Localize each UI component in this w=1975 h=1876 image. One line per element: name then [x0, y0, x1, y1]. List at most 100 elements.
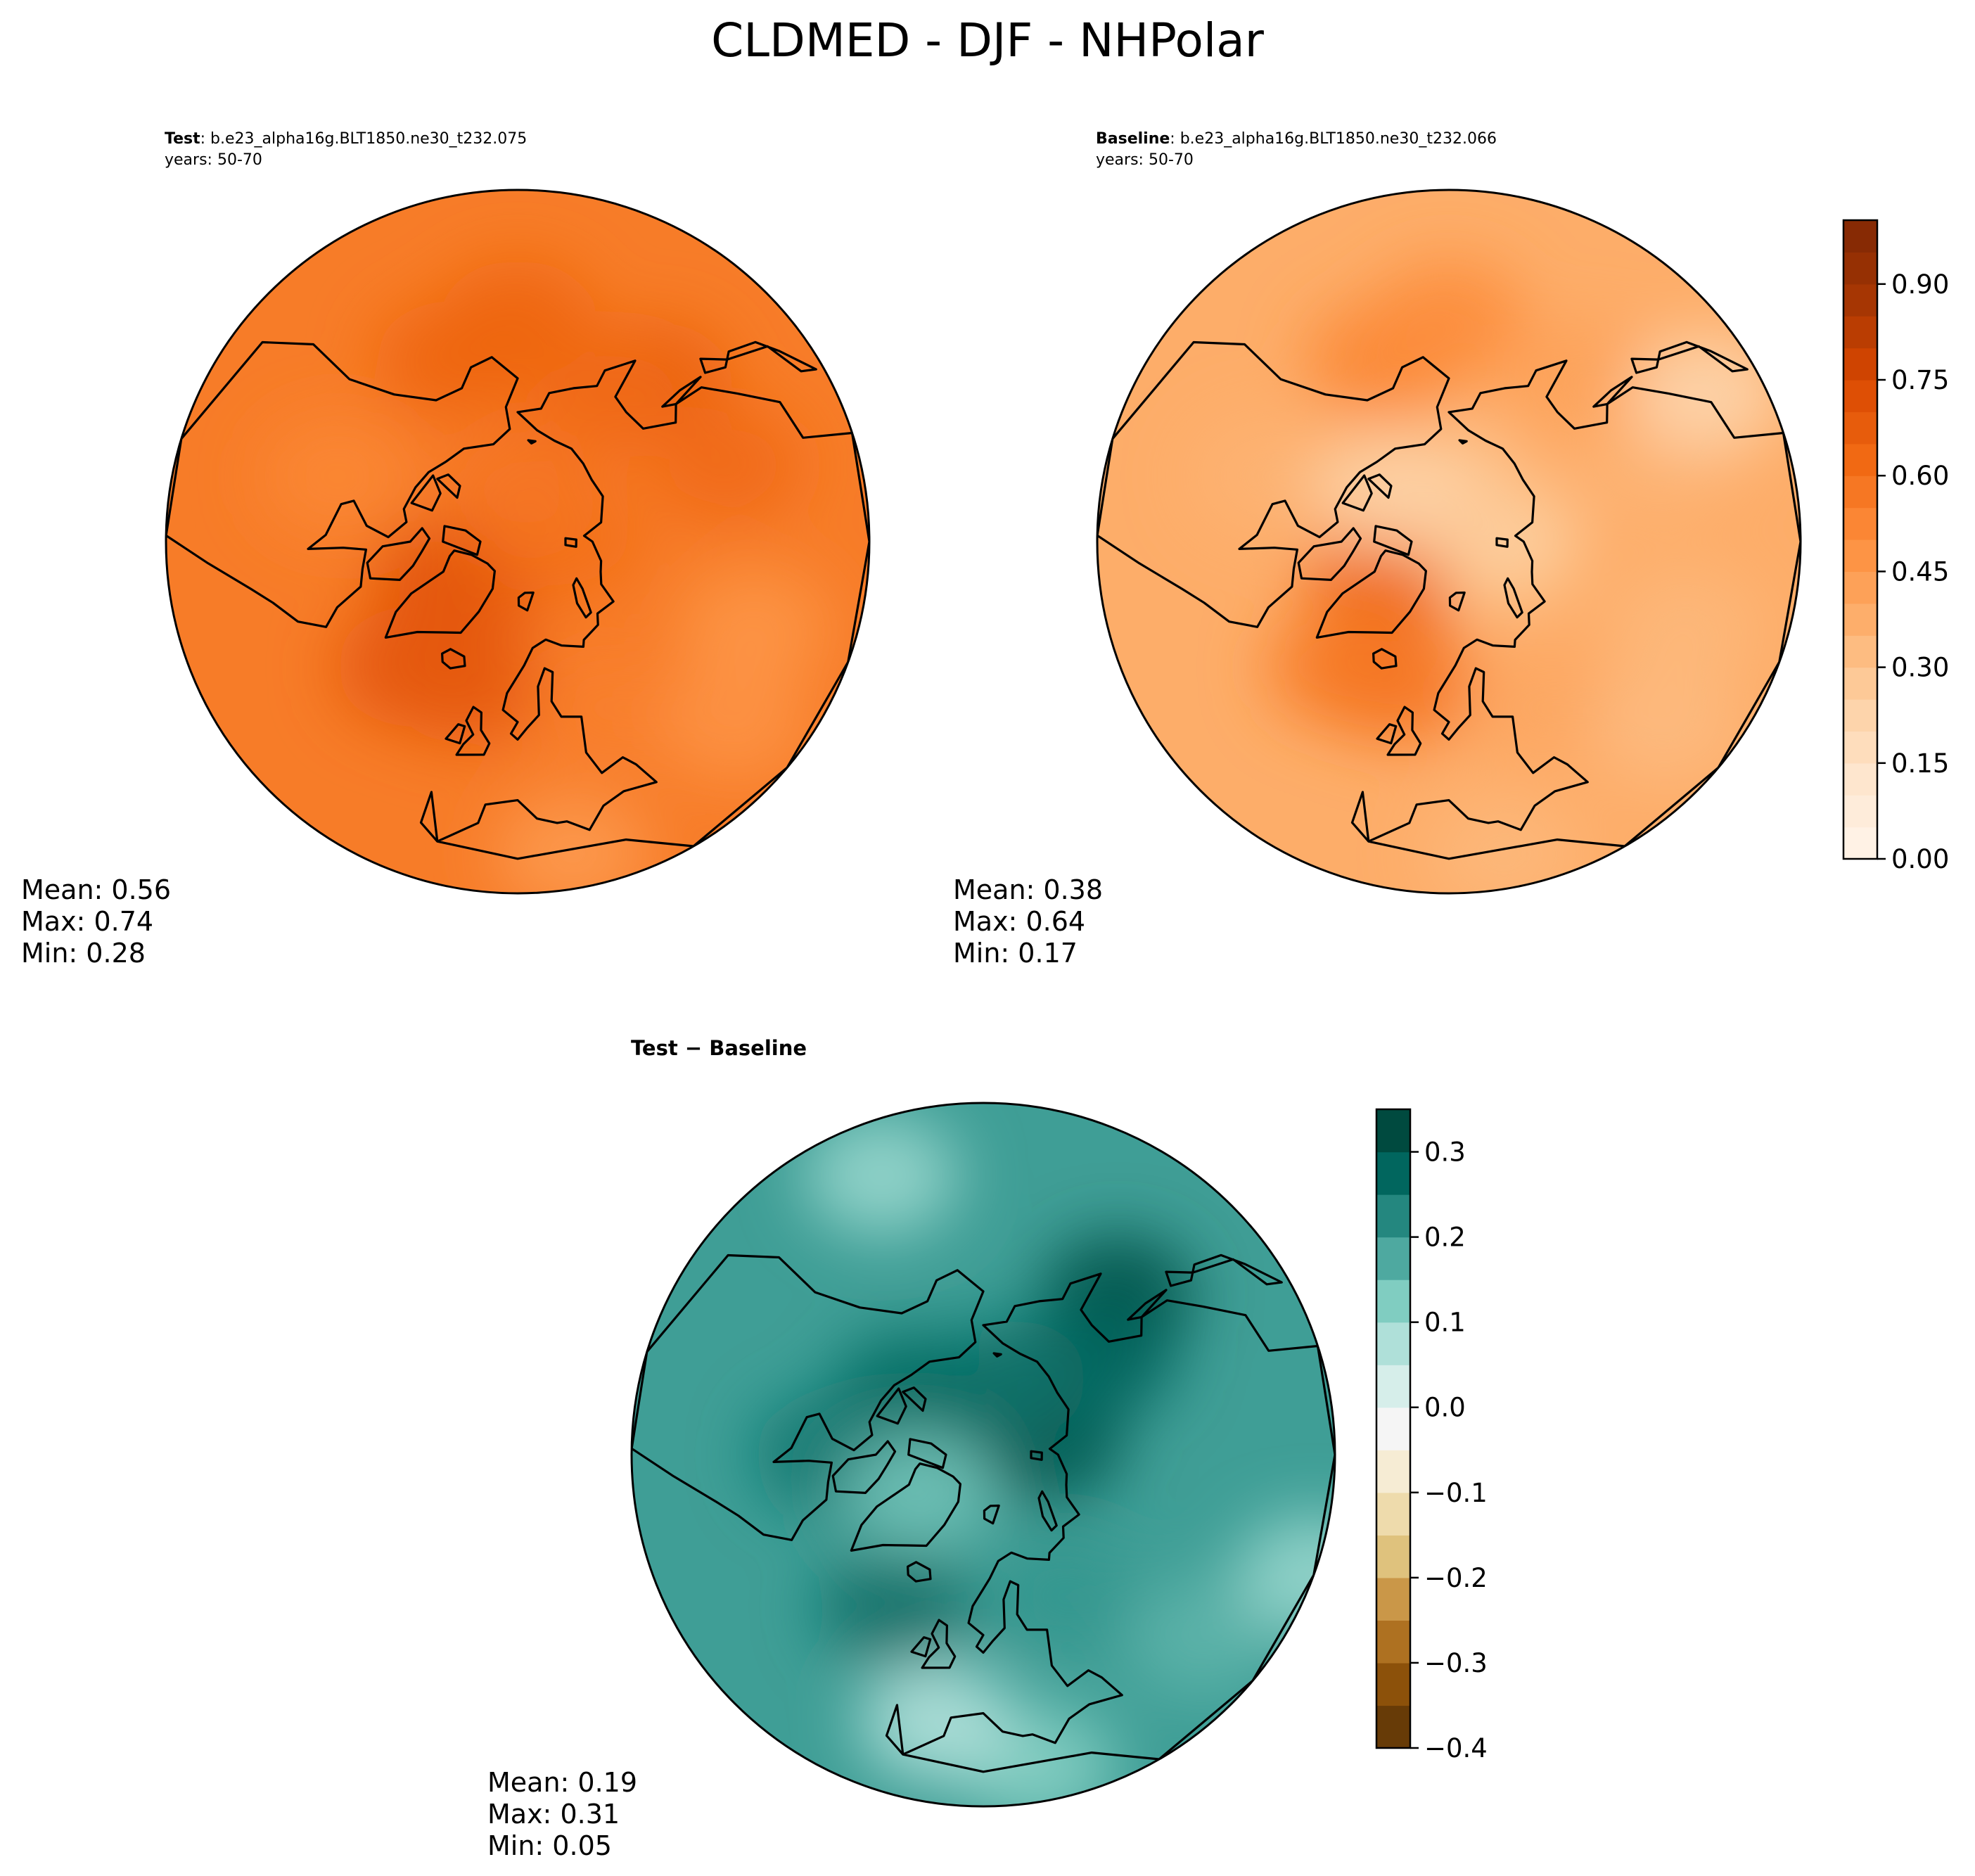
coastline	[907, 1438, 947, 1469]
colorbar-frame	[1375, 1108, 1412, 1749]
field-blob	[1123, 1577, 1279, 1697]
coastline	[632, 1253, 985, 1541]
colorbar-level	[1376, 1280, 1410, 1323]
colorbar-level	[1843, 571, 1877, 604]
field-blob	[804, 1116, 959, 1236]
coastline	[1372, 648, 1398, 670]
field-blob	[388, 624, 544, 744]
field-blob	[1319, 624, 1475, 744]
baseline-label-bold: Baseline	[1096, 130, 1170, 148]
colorbar-tick-label: 0.45	[1891, 556, 1949, 587]
colorbar-level	[1843, 827, 1877, 860]
test-mean: Mean: 0.56	[21, 874, 171, 905]
colorbar-level	[1376, 1535, 1410, 1578]
coastline	[1373, 525, 1413, 556]
colorbar-tick-label: −0.3	[1424, 1648, 1488, 1678]
colorbar-level	[1843, 795, 1877, 828]
colorbar-level	[1376, 1620, 1410, 1664]
coastline	[992, 1352, 1002, 1358]
test-min: Min: 0.28	[21, 938, 146, 969]
colorbar-sequential: 0.00 0.15 0.30 0.45 0.60 0.75 0.90	[1842, 219, 1949, 874]
coastline	[1037, 1490, 1058, 1532]
baseline-years: years: 50-70	[1096, 151, 1194, 169]
coastline	[885, 1272, 1335, 1773]
coastline	[1376, 723, 1398, 745]
coastline	[1297, 527, 1362, 581]
colorbar-level	[1376, 1492, 1410, 1536]
field-blob	[1467, 648, 1623, 768]
colorbar-level	[1376, 1151, 1410, 1195]
coastline	[1097, 340, 1450, 628]
colorbar-level	[1843, 443, 1877, 476]
field-blob	[1628, 333, 1784, 453]
colorbar-level	[1843, 380, 1877, 412]
colorbar-tick-label: 0.90	[1891, 269, 1949, 300]
field-blob	[440, 260, 595, 380]
field-blob	[841, 1432, 996, 1552]
map-boundary	[1096, 189, 1802, 895]
colorbar-level	[1843, 731, 1877, 764]
field-blob	[859, 1661, 1014, 1782]
field-blob	[677, 568, 833, 688]
map-boundary	[630, 1102, 1336, 1808]
coastline	[1350, 359, 1801, 860]
field-blob	[1589, 664, 1744, 784]
colorbar-tick-label: −0.4	[1424, 1733, 1488, 1763]
coastline	[455, 706, 491, 756]
colorbar-tick-label: 0.60	[1891, 461, 1949, 491]
colorbar-level	[1843, 667, 1877, 700]
colorbar-level	[1843, 603, 1877, 636]
colorbar-level	[1376, 1109, 1410, 1153]
field-blob	[260, 416, 415, 536]
colorbar-level	[1843, 283, 1877, 317]
colorbar-level	[1376, 1407, 1410, 1450]
coastline	[1495, 537, 1509, 548]
coastline	[910, 1636, 932, 1658]
panel-baseline: Baseline: b.e23_alpha16g.BLT1850.ne30_t2…	[953, 130, 1802, 969]
colorbar-level	[1376, 1322, 1410, 1365]
coastline	[1127, 1289, 1168, 1321]
colorbar-diverging: −0.4 −0.3 −0.2 −0.1 0.0 0.1 0.2 0.3	[1375, 1108, 1488, 1763]
colorbar-level	[1843, 699, 1877, 732]
coastline	[564, 537, 577, 548]
coastline	[517, 591, 535, 612]
colorbar-level	[1843, 316, 1877, 349]
field-blob	[1191, 416, 1346, 536]
test-label-case: : b.e23_alpha16g.BLT1850.ne30_t232.075	[200, 130, 528, 148]
colorbar-tick-label: 0.0	[1424, 1393, 1466, 1423]
map-boundary	[165, 189, 871, 895]
field-blob	[1372, 260, 1526, 380]
baseline-min: Min: 0.17	[953, 938, 1078, 969]
field-blob	[648, 406, 804, 526]
panel-test: Test: b.e23_alpha16g.BLT1850.ne30_t232.0…	[21, 130, 871, 969]
colorbar-level	[1843, 507, 1877, 540]
colorbar-tick-label: 0.30	[1891, 653, 1949, 683]
diff-label: Test − Baseline	[631, 1036, 807, 1060]
test-years: years: 50-70	[165, 151, 262, 169]
colorbar-tick-label: 0.15	[1891, 748, 1949, 779]
coastline	[1386, 706, 1422, 756]
colorbar-tick-label: −0.2	[1424, 1563, 1488, 1593]
field-blob	[818, 1546, 973, 1666]
coastline	[850, 1462, 961, 1552]
field-blob	[1609, 568, 1764, 688]
map-baseline	[1096, 189, 1802, 895]
field-blob	[440, 428, 595, 549]
coastline	[1315, 549, 1427, 639]
field-blob	[536, 648, 691, 768]
coastline	[699, 340, 817, 374]
map-diff	[630, 1102, 1336, 1808]
coastline	[1503, 577, 1523, 619]
field-blob	[1310, 430, 1465, 550]
colorbar-level	[1843, 347, 1877, 381]
colorbar-level	[1843, 762, 1877, 796]
baseline-label-case: : b.e23_alpha16g.BLT1850.ne30_t232.066	[1170, 130, 1497, 148]
coastline	[445, 723, 466, 745]
panel-diff: Test − Baseline Mean: 0.19 Max: 0.31 Min…	[487, 1036, 1336, 1861]
colorbar-level	[1376, 1577, 1410, 1621]
colorbar-tick-label: 0.75	[1891, 365, 1949, 395]
coastline	[831, 1440, 897, 1494]
coastline	[441, 648, 466, 670]
coastline	[1030, 1450, 1043, 1461]
